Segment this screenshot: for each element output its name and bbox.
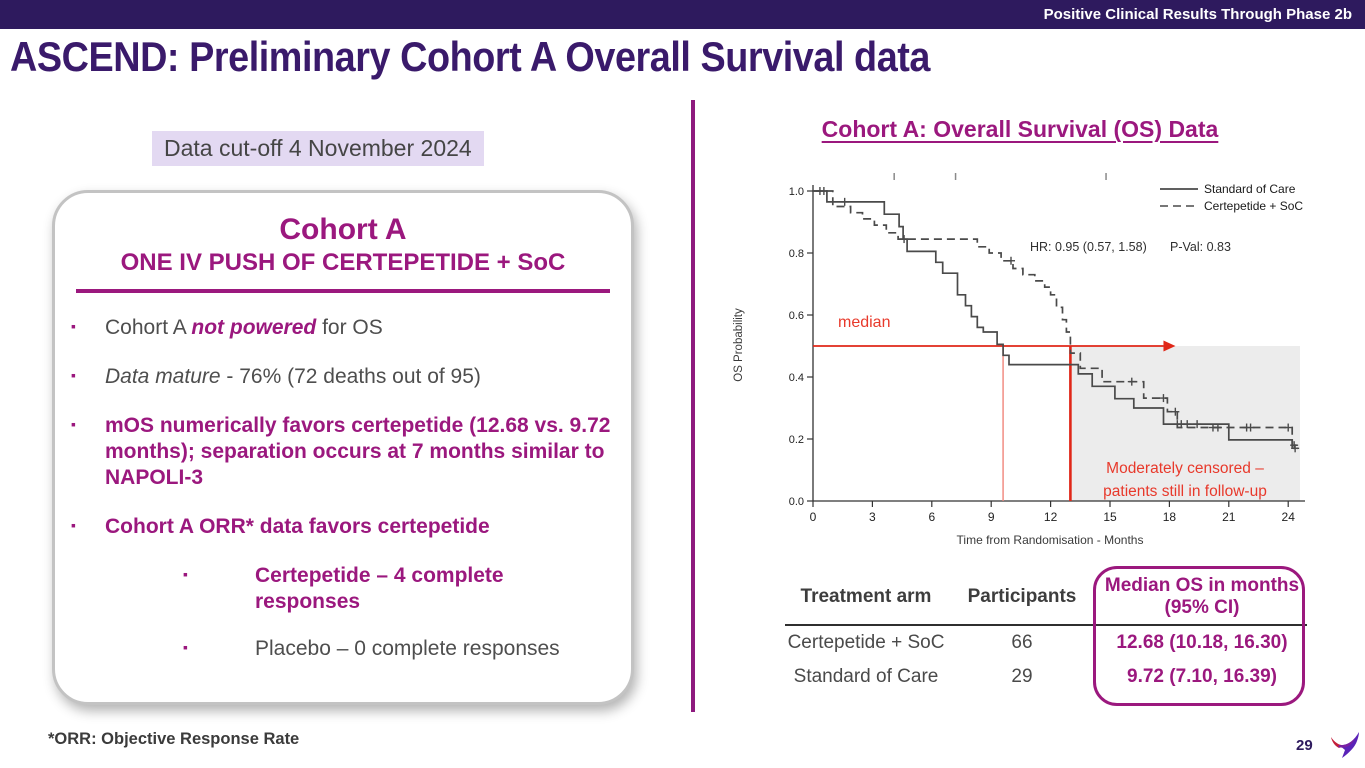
- cohort-a-heading: Cohort A: [279, 213, 407, 246]
- y-axis-label: OS Probability: [733, 308, 745, 382]
- bullet-item: ▪ Cohort A ORR* data favors certepetide: [71, 514, 611, 540]
- svg-text:0.6: 0.6: [789, 310, 804, 322]
- banner-text: Positive Clinical Results Through Phase …: [1043, 6, 1352, 23]
- os-table-body: Certepetide + SoC 66 12.68 (10.18, 16.30) S…: [785, 626, 1307, 694]
- km-curve-standard-of-care: [813, 190, 1298, 447]
- os-table-cell: Certepetide + SoC: [787, 632, 945, 653]
- top-banner: Positive Clinical Results Through Phase …: [0, 0, 1365, 29]
- svg-text:1.0: 1.0: [789, 186, 804, 198]
- os-table-cell: Standard of Care: [793, 666, 939, 687]
- vertical-divider: [691, 100, 695, 712]
- bullet-marker: ▪: [183, 639, 188, 656]
- bullet-text: Data mature - 76% (72 deaths out of 95): [105, 365, 481, 389]
- orr-footnote: *ORR: Objective Response Rate: [48, 730, 300, 748]
- pval-annotation: P-Val: 0.83: [1170, 240, 1231, 254]
- os-table-header-cell: Median OS in months (95% CI): [1104, 575, 1300, 618]
- svg-text:0: 0: [810, 510, 817, 524]
- bullet-item: ▪ Placebo – 0 complete responses: [183, 636, 611, 662]
- svg-text:0.2: 0.2: [789, 434, 804, 446]
- svg-text:9: 9: [988, 510, 995, 524]
- svg-text:6: 6: [928, 510, 935, 524]
- os-table-header-cell: Treatment arm: [800, 586, 932, 608]
- page-number: 29: [1296, 737, 1313, 754]
- os-table-cell: 66: [1011, 632, 1033, 653]
- bullet-marker: ▪: [183, 566, 188, 583]
- os-table: Treatment arm Participants Median OS in mo…: [785, 570, 1307, 694]
- os-table-row: Certepetide + SoC 66 12.68 (10.18, 16.30): [785, 626, 1307, 660]
- median-arrowhead: [1163, 340, 1176, 352]
- bullet-text: Cohort A not powered for OS: [105, 316, 383, 339]
- os-table-header-row: Treatment arm Participants Median OS in mo…: [785, 570, 1307, 624]
- bullet-item: ▪ mOS numerically favors certepetide (12.…: [71, 413, 611, 491]
- bullet-marker: ▪: [71, 367, 76, 384]
- svg-text:12: 12: [1044, 510, 1058, 524]
- bullet-item: ▪ Cohort A not powered for OS: [71, 315, 611, 341]
- company-logo: [1331, 732, 1359, 758]
- os-table-header-cell: Participants: [967, 586, 1077, 608]
- svg-text:0.8: 0.8: [789, 248, 804, 260]
- bullet-text: Placebo – 0 complete responses: [255, 637, 560, 661]
- bullet-list: ▪ Cohort A not powered for OS ▪ Data mature…: [55, 315, 631, 662]
- bullet-marker: ▪: [71, 416, 76, 433]
- legend-label-certepetide: Certepetide + SoC: [1204, 199, 1303, 213]
- svg-text:15: 15: [1103, 510, 1117, 524]
- km-chart: 0.0 0.2 0.4 0.6 0.8 1.0 0 3 6 9 12 15 18 21 24 Time fro…: [733, 173, 1305, 547]
- censor-note-line1: Moderately censored –: [1106, 460, 1264, 477]
- bullet-text: Cohort A ORR* data favors certepetide: [105, 515, 490, 539]
- svg-text:0.0: 0.0: [789, 496, 804, 508]
- cohort-a-subheading: ONE IV PUSH OF CERTEPETIDE + SoC: [120, 249, 566, 276]
- os-table-cell: 9.72 (7.10, 16.39): [1127, 666, 1277, 687]
- data-cutoff-highlight: Data cut-off 4 November 2024: [152, 131, 484, 166]
- page-title: ASCEND: Preliminary Cohort A Overall Sur…: [10, 33, 930, 80]
- x-axis-label: Time from Randomisation - Months: [957, 533, 1144, 547]
- bullet-marker: ▪: [71, 318, 76, 334]
- svg-text:24: 24: [1282, 510, 1296, 524]
- svg-text:21: 21: [1222, 510, 1236, 524]
- censor-note-line2: patients still in follow-up: [1103, 483, 1267, 500]
- bullet-item: ▪ Certepetide – 4 complete responses: [183, 563, 611, 615]
- os-table-cell: 12.68 (10.18, 16.30): [1116, 632, 1288, 653]
- bullet-marker: ▪: [71, 517, 76, 534]
- bullet-item: ▪ Data mature - 76% (72 deaths out of 95): [71, 364, 611, 390]
- median-label: median: [838, 314, 890, 331]
- svg-text:3: 3: [869, 510, 876, 524]
- bullet-text: mOS numerically favors certepetide (12.6…: [105, 414, 611, 490]
- bullet-text: Certepetide – 4 complete responses: [255, 564, 504, 614]
- os-table-header-separator: [785, 624, 1307, 626]
- chart-title: Cohort A: Overall Survival (OS) Data: [821, 116, 1219, 142]
- hr-annotation: HR: 0.95 (0.57, 1.58): [1030, 240, 1147, 254]
- km-curve-certepetide-soc: [813, 190, 1299, 450]
- os-table-row: Standard of Care 29 9.72 (7.10, 16.39): [785, 660, 1307, 694]
- card-divider-rule: [76, 289, 610, 293]
- legend-label-soc: Standard of Care: [1204, 182, 1296, 196]
- os-table-cell: 29: [1011, 666, 1033, 687]
- svg-text:0.4: 0.4: [789, 372, 804, 384]
- cohort-a-card: Cohort A ONE IV PUSH OF CERTEPETIDE + So…: [52, 190, 634, 705]
- logo-purple-accent: [1338, 738, 1355, 748]
- svg-text:18: 18: [1163, 510, 1177, 524]
